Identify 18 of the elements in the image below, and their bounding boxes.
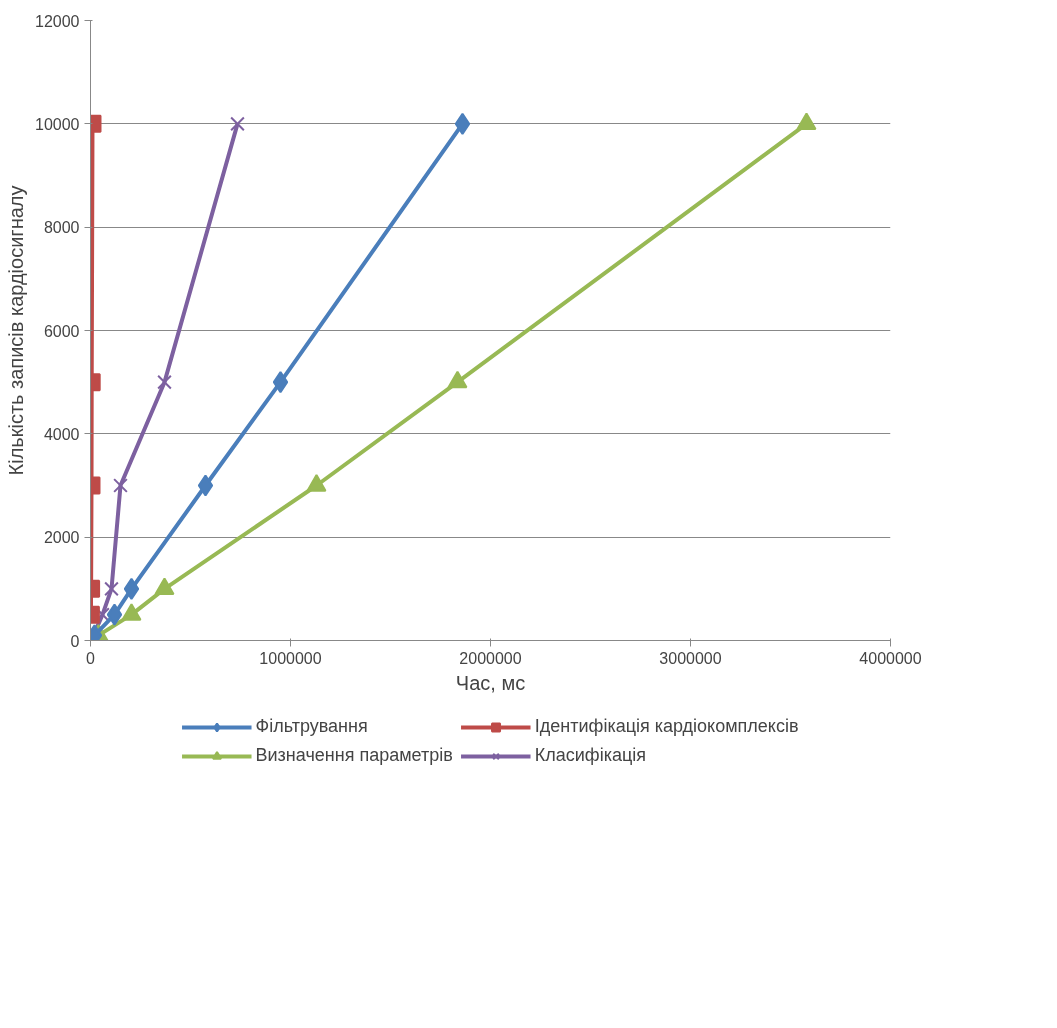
- y-tick-label: 8000: [43, 219, 80, 237]
- y-tick-label: 6000: [43, 322, 80, 340]
- x-axis-title: Час, мс: [455, 671, 526, 694]
- y-axis-title: Кількість записів кардіосигналу: [5, 185, 28, 476]
- y-tick-label: 2000: [43, 529, 80, 547]
- x-tick-label: 3000000: [659, 649, 722, 667]
- legend-label: Класифікація: [534, 745, 647, 766]
- y-tick-label: 0: [70, 632, 80, 650]
- legend-label: Фільтрування: [255, 716, 368, 737]
- y-tick-label: 10000: [35, 115, 80, 133]
- y-tick-label: 12000: [35, 12, 80, 30]
- x-tick-label: 0: [86, 649, 96, 667]
- x-tick-label: 1000000: [259, 649, 322, 667]
- legend-label: Визначення параметрів: [255, 745, 453, 766]
- x-tick-label: 4000000: [859, 649, 922, 667]
- y-tick-label: 4000: [43, 425, 80, 443]
- x-tick-label: 2000000: [459, 649, 522, 667]
- legend-label: Ідентифікація кардіокомплексів: [534, 716, 799, 737]
